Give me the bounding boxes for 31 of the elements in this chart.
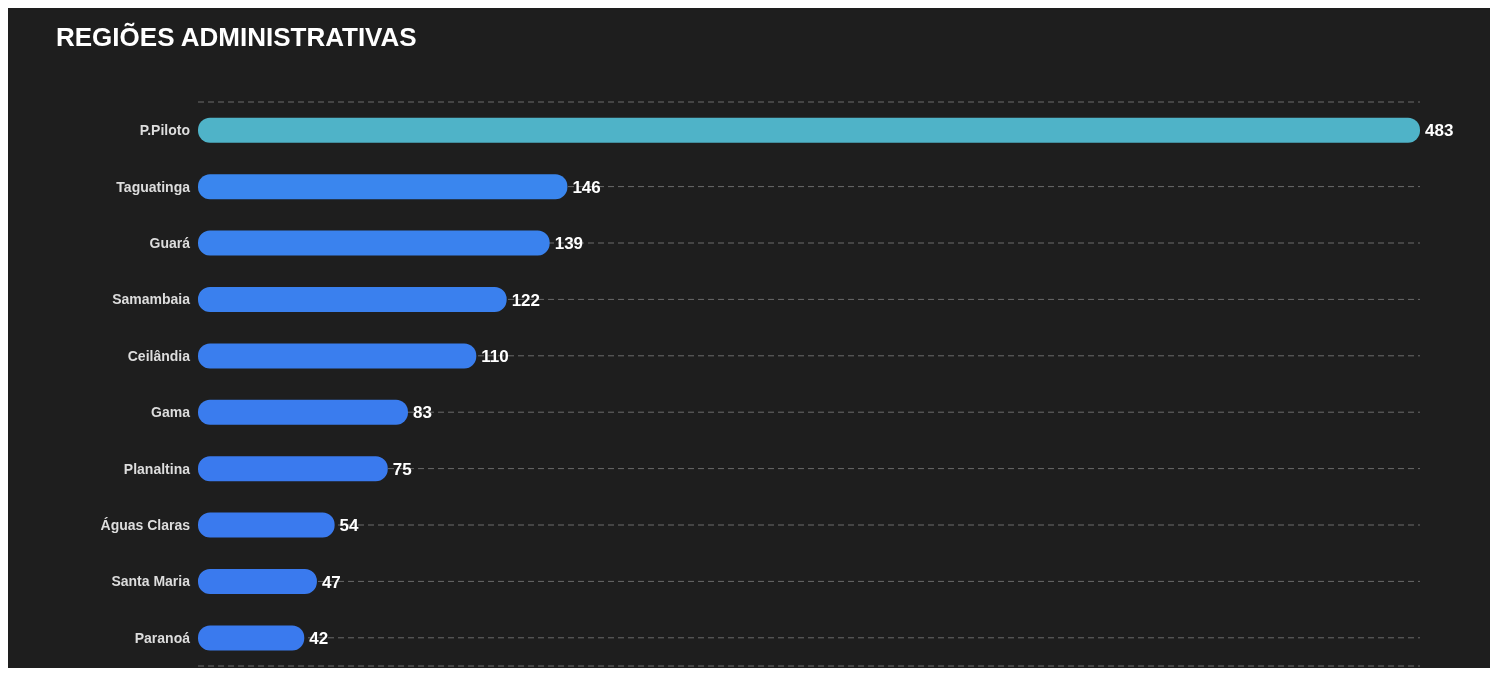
y-tick-label: Guará bbox=[149, 234, 191, 251]
data-label: 483 bbox=[1425, 121, 1454, 141]
y-tick-label: Gama bbox=[151, 404, 191, 421]
y-tick-label: Santa Maria bbox=[111, 573, 191, 590]
chart-title: REGIÕES ADMINISTRATIVAS bbox=[55, 21, 418, 54]
data-label: 75 bbox=[392, 459, 412, 479]
bar bbox=[198, 399, 408, 425]
y-tick-label: Águas Claras bbox=[100, 516, 191, 533]
data-label: 139 bbox=[554, 234, 584, 254]
y-tick-label: Samambaia bbox=[112, 291, 191, 308]
data-label: 110 bbox=[481, 346, 509, 366]
bar bbox=[198, 512, 335, 538]
bar bbox=[198, 456, 388, 482]
bar bbox=[198, 117, 1420, 143]
bar bbox=[198, 625, 305, 651]
y-tick-label: Planaltina bbox=[123, 460, 191, 477]
bar bbox=[198, 174, 568, 200]
data-label: 54 bbox=[339, 516, 360, 536]
data-label: 42 bbox=[309, 628, 329, 648]
data-label: 146 bbox=[572, 177, 601, 197]
y-tick-label: Ceilândia bbox=[127, 347, 191, 364]
y-tick-label: Paranoá bbox=[134, 629, 191, 646]
data-label: 47 bbox=[321, 572, 341, 592]
bar bbox=[198, 568, 317, 594]
data-label: 83 bbox=[412, 403, 432, 423]
y-tick-label: P.Piloto bbox=[139, 122, 190, 139]
data-label: 122 bbox=[511, 290, 541, 310]
y-tick-label: Taguatinga bbox=[116, 178, 191, 195]
bar bbox=[198, 230, 550, 256]
bar bbox=[198, 343, 477, 369]
bar bbox=[198, 286, 507, 312]
